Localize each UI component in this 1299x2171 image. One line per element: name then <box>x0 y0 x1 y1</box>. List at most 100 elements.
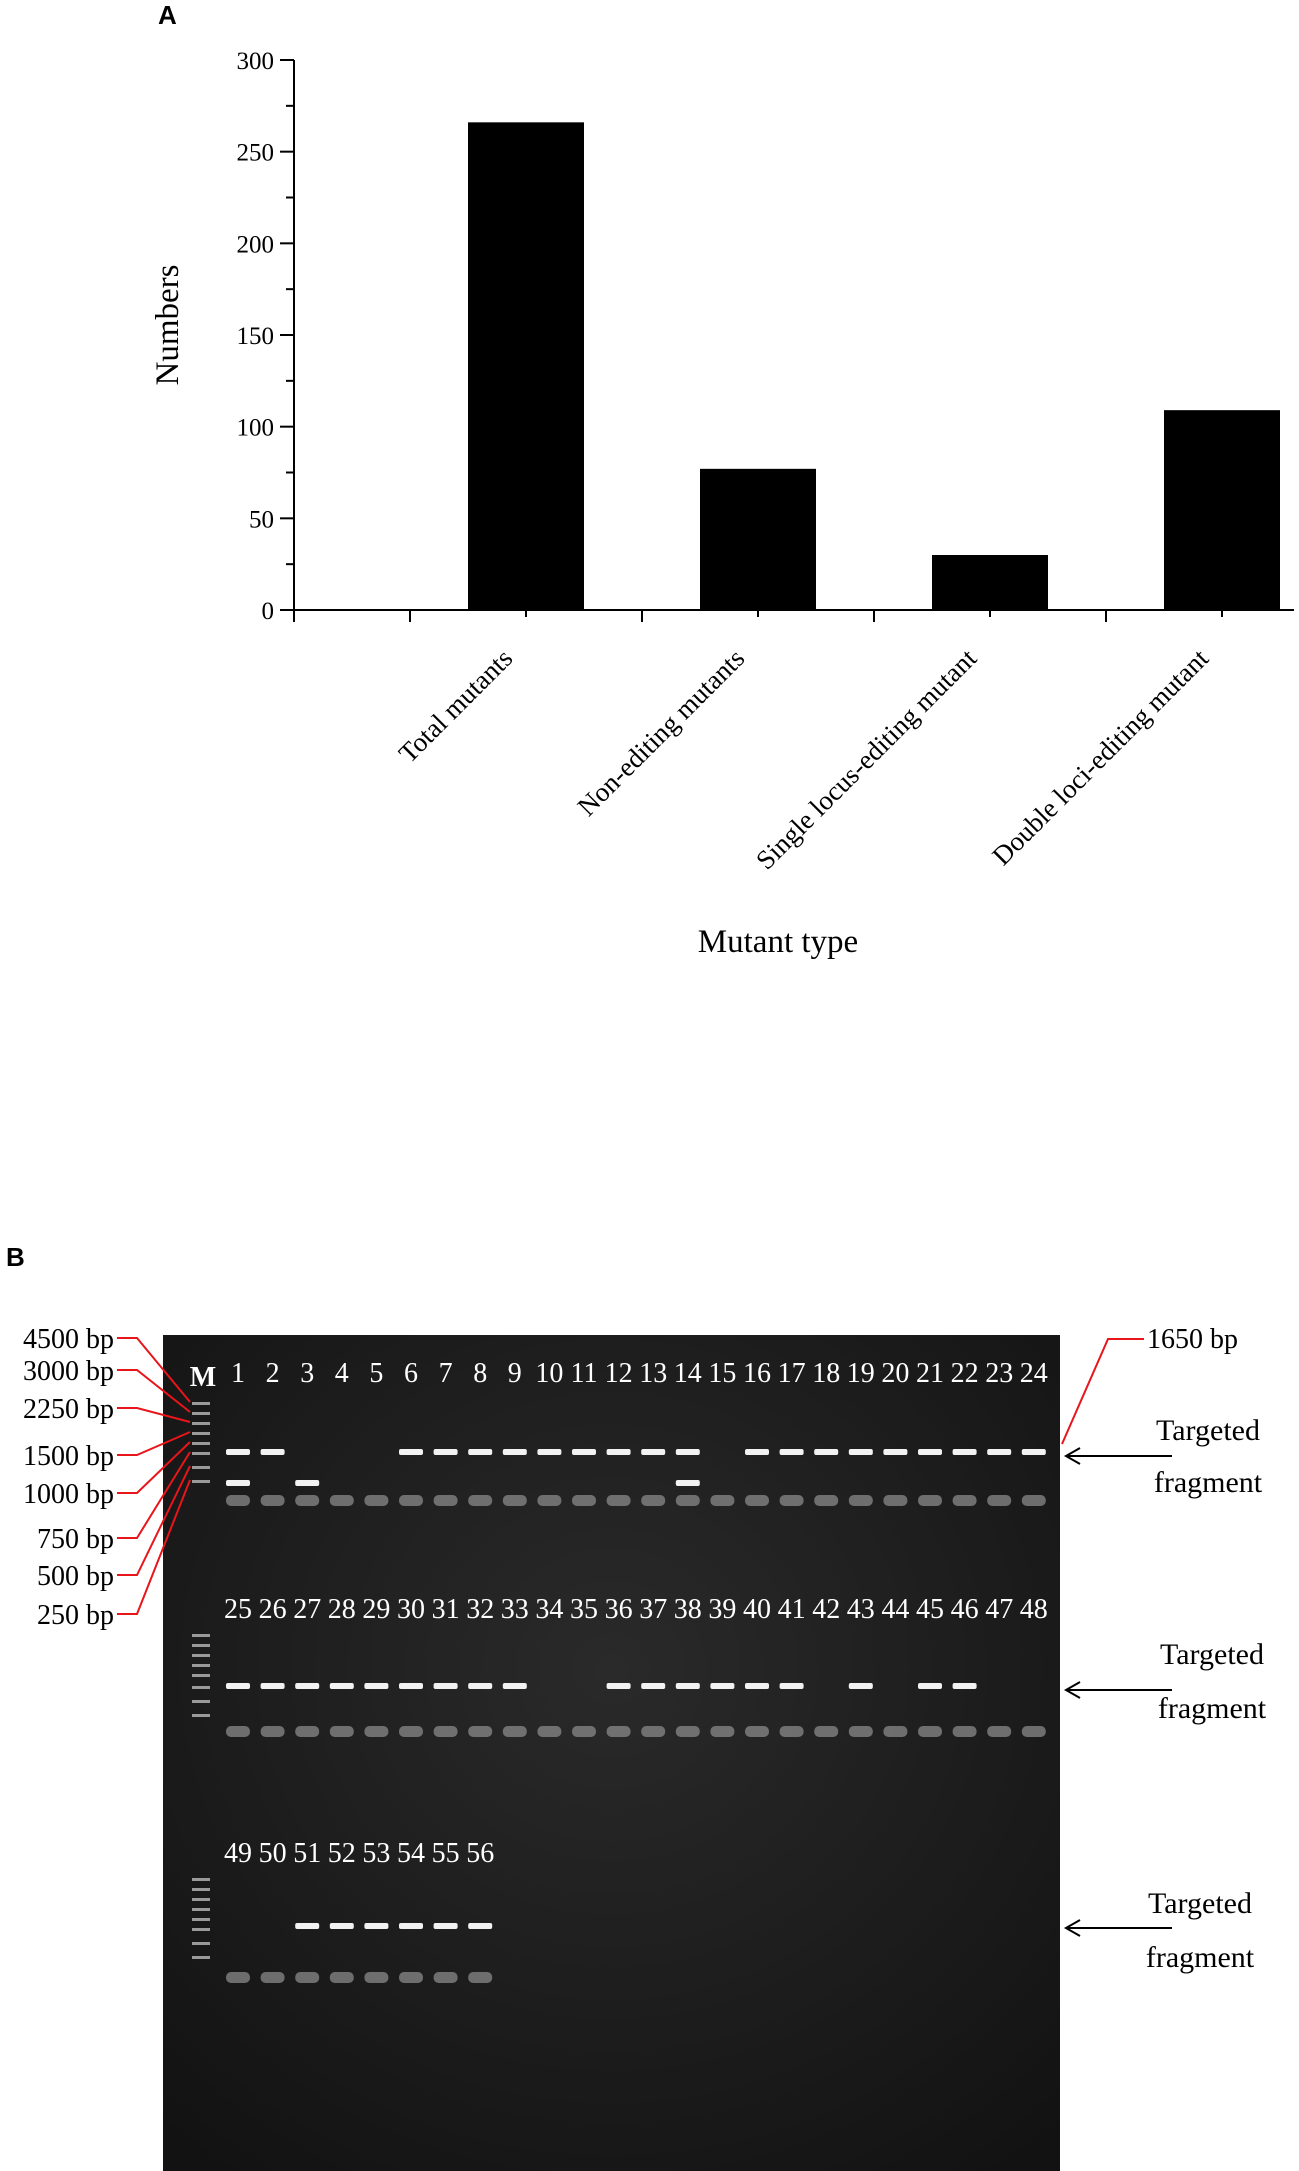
ladder-band <box>192 1942 210 1945</box>
lane-label: 53 <box>362 1838 390 1869</box>
bar <box>932 555 1048 610</box>
arrow-label-line1: Targeted <box>1156 1414 1260 1447</box>
lane-label: 49 <box>224 1838 252 1869</box>
lane-label: 7 <box>439 1358 453 1389</box>
gel-band-lower <box>260 1726 285 1737</box>
gel-band-target <box>329 1923 354 1929</box>
lane-label: 37 <box>639 1594 667 1625</box>
gel-band-target <box>433 1449 458 1455</box>
lane-label: 1 <box>231 1358 245 1389</box>
gel-figure: B 1 2 3 4 5 6 7 8 9 10 11 12 13 14 15 16 17 18 19 20 21 22 23 2… <box>6 1242 1267 2171</box>
ladder-band <box>192 1422 210 1425</box>
y-axis-title: Numbers <box>150 265 186 386</box>
gel-band-target <box>364 1923 389 1929</box>
lane-label: 11 <box>571 1358 598 1389</box>
ladder-band <box>192 1480 210 1483</box>
lane-label: 21 <box>916 1358 944 1389</box>
gel-band-lower <box>226 1495 250 1506</box>
gel-band-lower <box>260 1972 285 1983</box>
gel-band-target <box>848 1449 873 1455</box>
gel-band-target <box>572 1449 596 1455</box>
gel-band-lower <box>779 1495 804 1506</box>
target-arrow-head <box>1063 1681 1081 1699</box>
ladder-leader-line <box>117 1465 191 1576</box>
ladder-leader-line <box>117 1431 191 1456</box>
lane-label: 25 <box>224 1594 252 1625</box>
y-tick-label: 100 <box>237 415 275 442</box>
ladder-band <box>192 1402 210 1405</box>
target-arrow-head <box>1063 1919 1081 1937</box>
gel-band-lower <box>468 1972 493 1983</box>
ladder-label: 4500 bp <box>23 1324 114 1355</box>
gel-band-lower <box>883 1726 908 1737</box>
gel-band-lower <box>848 1726 873 1737</box>
gel-band-lower <box>675 1495 700 1506</box>
ladder-label: 250 bp <box>37 1600 114 1631</box>
lane-label: 23 <box>985 1358 1013 1389</box>
y-tick-label: 0 <box>262 598 275 625</box>
gel-band-lower <box>987 1495 1012 1506</box>
gel-band-target <box>433 1683 458 1689</box>
x-category-label: Non-editing mutants <box>572 643 751 822</box>
gel-band-target <box>675 1449 700 1455</box>
ladder-band <box>192 1452 210 1455</box>
gel-band-lower <box>226 1972 250 1983</box>
gel-band-lower <box>883 1495 908 1506</box>
gel-band-lower <box>572 1726 596 1737</box>
gel-band-target <box>1021 1449 1046 1455</box>
gel-band-lower <box>260 1495 285 1506</box>
gel-band-lower <box>745 1726 769 1737</box>
gel-band-target <box>606 1449 631 1455</box>
bar <box>468 122 584 610</box>
gel-band-lower <box>537 1495 562 1506</box>
gel-band-lower <box>433 1726 458 1737</box>
ladder-band <box>192 1878 210 1881</box>
gel-band-target <box>399 1923 423 1929</box>
gel-band-target <box>468 1923 493 1929</box>
ladder-band <box>192 1634 210 1637</box>
ladder-band <box>192 1674 210 1677</box>
gel-band-target <box>468 1449 493 1455</box>
lane-label: 56 <box>466 1838 494 1869</box>
gel-band-target <box>502 1683 527 1689</box>
lane-label: 9 <box>508 1358 522 1389</box>
gel-band-target <box>641 1449 666 1455</box>
lane-label: 6 <box>404 1358 418 1389</box>
gel-band-mutant <box>226 1480 250 1486</box>
gel-band-lower <box>814 1726 839 1737</box>
gel-band-lower <box>710 1495 735 1506</box>
gel-band-target <box>502 1449 527 1455</box>
x-category-label: Single locus-editing mutant <box>750 643 983 876</box>
lane-label: 48 <box>1020 1594 1048 1625</box>
gel-band-lower <box>572 1495 596 1506</box>
ladder-leader-line <box>117 1479 191 1615</box>
gel-band-target <box>745 1449 769 1455</box>
lane-label: 31 <box>432 1594 460 1625</box>
ladder-label: 1000 bp <box>23 1479 114 1510</box>
lane-label: 8 <box>473 1358 487 1389</box>
lane-label: 26 <box>259 1594 287 1625</box>
gel-band-target <box>952 1449 977 1455</box>
gel-band-target <box>260 1683 285 1689</box>
lane-label: 19 <box>847 1358 875 1389</box>
bar-chart: A 0 50 100 150 200 250 300 Total mutants Non-ed… <box>150 0 1294 960</box>
gel-band-lower <box>1021 1726 1046 1737</box>
gel-band-lower <box>295 1495 320 1506</box>
gel-band-target <box>848 1683 873 1689</box>
gel-band-target <box>918 1683 942 1689</box>
ladder-band <box>192 1918 210 1921</box>
gel-band-target <box>537 1449 562 1455</box>
x-category-labels: Total mutants Non-editing mutants Single l… <box>393 643 1215 876</box>
gel-band-target <box>710 1683 735 1689</box>
gel-band-lower <box>606 1726 631 1737</box>
y-tick-label: 300 <box>237 48 275 75</box>
x-axis-title: Mutant type <box>698 924 858 960</box>
lane-label: 24 <box>1020 1358 1048 1389</box>
gel-band-lower <box>814 1495 839 1506</box>
gel-band-lower <box>848 1495 873 1506</box>
ladder-band <box>192 1700 210 1703</box>
lane-label: 14 <box>674 1358 702 1389</box>
lane-label: 17 <box>778 1358 806 1389</box>
ladder-band <box>192 1654 210 1657</box>
ladder-band <box>192 1664 210 1667</box>
